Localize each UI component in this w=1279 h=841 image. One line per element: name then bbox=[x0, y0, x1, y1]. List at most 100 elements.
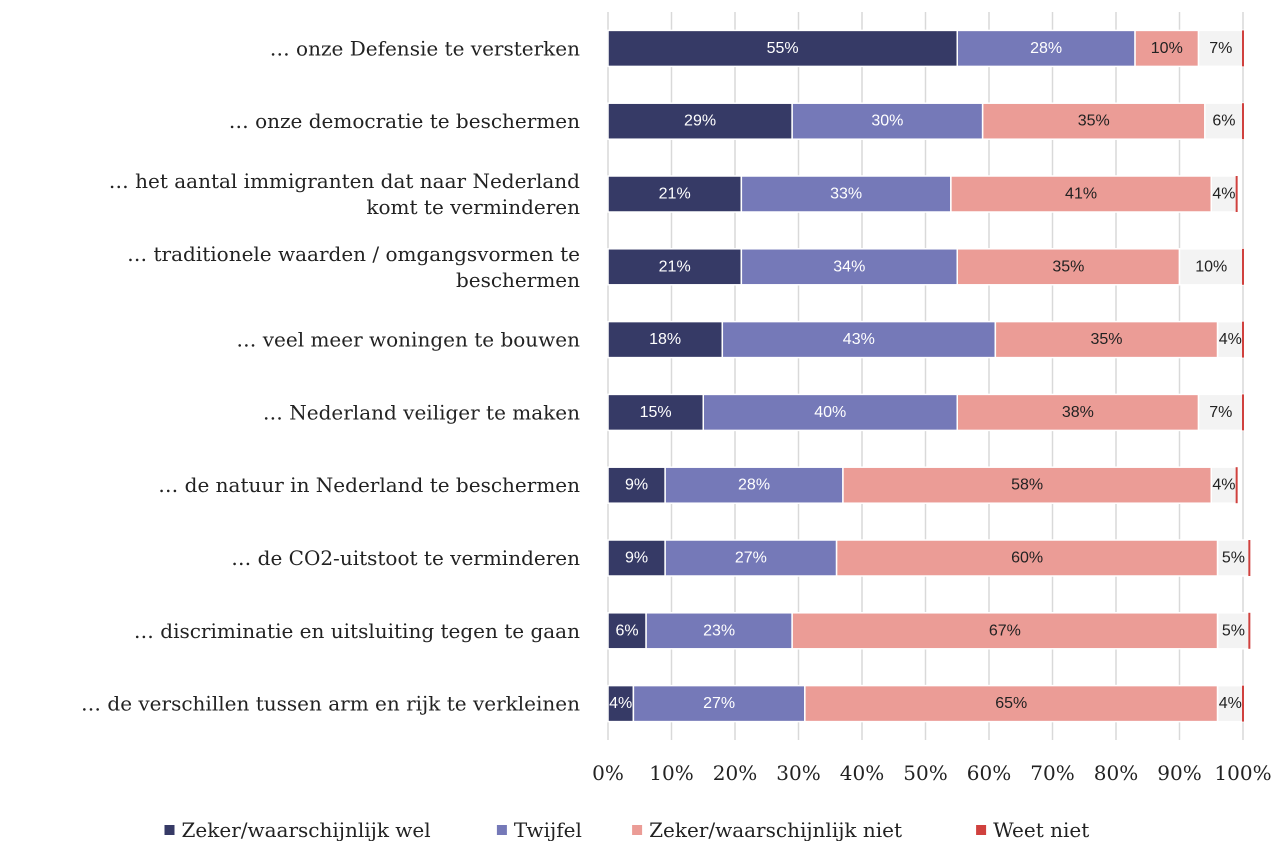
bar-segment bbox=[607, 612, 647, 650]
value-label: 4% bbox=[1219, 695, 1242, 712]
value-label: 10% bbox=[1151, 40, 1183, 57]
x-tick-label: 70% bbox=[1030, 761, 1074, 785]
bar-segment bbox=[791, 612, 1219, 650]
value-label: 34% bbox=[833, 258, 865, 275]
value-label: 28% bbox=[738, 477, 770, 494]
bar-segment bbox=[1178, 248, 1244, 286]
value-label: 67% bbox=[989, 622, 1021, 639]
value-label: 55% bbox=[767, 40, 799, 57]
value-label: 10% bbox=[1195, 258, 1227, 275]
value-label: 23% bbox=[703, 622, 735, 639]
bar-segment bbox=[607, 539, 666, 577]
category-label: … traditionele waarden / omgangsvormen t… bbox=[127, 242, 580, 292]
bar-segment bbox=[645, 612, 793, 650]
category-label: … veel meer woningen te bouwen bbox=[236, 328, 580, 352]
bar-segment bbox=[950, 175, 1213, 213]
bar-segment bbox=[1216, 539, 1251, 577]
bar-segment bbox=[956, 393, 1200, 432]
category-label: … discriminatie en uitsluiting tegen te … bbox=[134, 619, 580, 643]
value-label: 33% bbox=[830, 186, 862, 203]
bar-segment bbox=[607, 102, 793, 140]
bar-segment bbox=[740, 175, 952, 213]
bar-segment bbox=[1197, 29, 1244, 68]
x-tick-label: 10% bbox=[649, 761, 693, 785]
x-tick-label: 30% bbox=[776, 761, 820, 785]
value-label: 15% bbox=[640, 404, 672, 421]
bar-segment bbox=[607, 175, 743, 213]
bar-segment bbox=[956, 248, 1181, 286]
x-tick-label: 80% bbox=[1094, 761, 1138, 785]
x-tick-label: 50% bbox=[903, 761, 947, 785]
value-label: 4% bbox=[1219, 331, 1242, 348]
category-label: … Nederland veiliger te maken bbox=[263, 400, 580, 424]
x-tick-label: 100% bbox=[1214, 761, 1271, 785]
value-label: 18% bbox=[649, 331, 681, 348]
value-label: 27% bbox=[735, 550, 767, 567]
value-label: 6% bbox=[615, 622, 638, 639]
legend-label: Zeker/waarschijnlijk niet bbox=[649, 818, 902, 841]
value-label: 65% bbox=[995, 695, 1027, 712]
value-label: 5% bbox=[1222, 550, 1245, 567]
value-label: 43% bbox=[843, 331, 875, 348]
x-tick-label: 90% bbox=[1157, 761, 1201, 785]
value-label: 38% bbox=[1062, 404, 1094, 421]
bar-segment bbox=[981, 102, 1206, 140]
value-label: 35% bbox=[1052, 258, 1084, 275]
legend-swatch bbox=[632, 825, 643, 835]
category-label: … de verschillen tussen arm en rijk te v… bbox=[81, 692, 580, 716]
value-label: 4% bbox=[1212, 477, 1235, 494]
bar-segment bbox=[740, 248, 958, 286]
value-label: 28% bbox=[1030, 40, 1062, 57]
value-label: 58% bbox=[1011, 477, 1043, 494]
bar-segment bbox=[804, 684, 1219, 723]
value-label: 7% bbox=[1209, 40, 1232, 57]
bar-segment bbox=[1216, 320, 1244, 359]
bar-segment bbox=[842, 466, 1212, 504]
value-label: 4% bbox=[609, 695, 632, 712]
value-label: 5% bbox=[1222, 622, 1245, 639]
bar-segment bbox=[607, 320, 724, 359]
category-label: … de natuur in Nederland te beschermen bbox=[158, 473, 580, 497]
category-label: … de CO2-uitstoot te verminderen bbox=[231, 546, 580, 570]
bar-segment bbox=[632, 684, 806, 723]
value-label: 40% bbox=[814, 404, 846, 421]
category-label: … onze Defensie te versterken bbox=[270, 36, 580, 60]
bar-segment bbox=[607, 393, 704, 432]
legend-label: Weet niet bbox=[993, 818, 1089, 841]
bar-segment bbox=[607, 684, 635, 723]
bar-segment bbox=[702, 393, 958, 432]
value-label: 7% bbox=[1209, 404, 1232, 421]
value-label: 4% bbox=[1212, 186, 1235, 203]
value-label: 21% bbox=[659, 186, 691, 203]
value-label: 27% bbox=[703, 695, 735, 712]
value-label: 9% bbox=[625, 477, 648, 494]
value-label: 41% bbox=[1065, 186, 1097, 203]
bar-segment bbox=[994, 320, 1219, 359]
x-tick-label: 0% bbox=[592, 761, 624, 785]
value-label: 6% bbox=[1212, 113, 1235, 130]
legend-label: Zeker/waarschijnlijk wel bbox=[182, 818, 431, 841]
value-label: 35% bbox=[1090, 331, 1122, 348]
legend-swatch bbox=[976, 825, 987, 835]
bar-segment bbox=[607, 248, 743, 286]
legend-swatch bbox=[164, 825, 175, 835]
bar-segment bbox=[607, 29, 958, 68]
value-label: 21% bbox=[659, 258, 691, 275]
value-label: 35% bbox=[1078, 113, 1110, 130]
x-tick-label: 60% bbox=[967, 761, 1011, 785]
category-label: … het aantal immigranten dat naar Nederl… bbox=[109, 169, 580, 219]
bar-segment bbox=[607, 466, 666, 504]
bar-segment bbox=[721, 320, 997, 359]
x-tick-label: 20% bbox=[713, 761, 757, 785]
value-label: 30% bbox=[871, 113, 903, 130]
legend-swatch bbox=[496, 825, 507, 835]
category-label: … onze democratie te beschermen bbox=[229, 109, 580, 133]
value-label: 29% bbox=[684, 113, 716, 130]
bar-segment bbox=[664, 466, 844, 504]
bar-segment bbox=[791, 102, 984, 140]
legend-label: Twijfel bbox=[514, 818, 582, 841]
bar-segment bbox=[835, 539, 1219, 577]
x-tick-label: 40% bbox=[840, 761, 884, 785]
value-label: 60% bbox=[1011, 550, 1043, 567]
